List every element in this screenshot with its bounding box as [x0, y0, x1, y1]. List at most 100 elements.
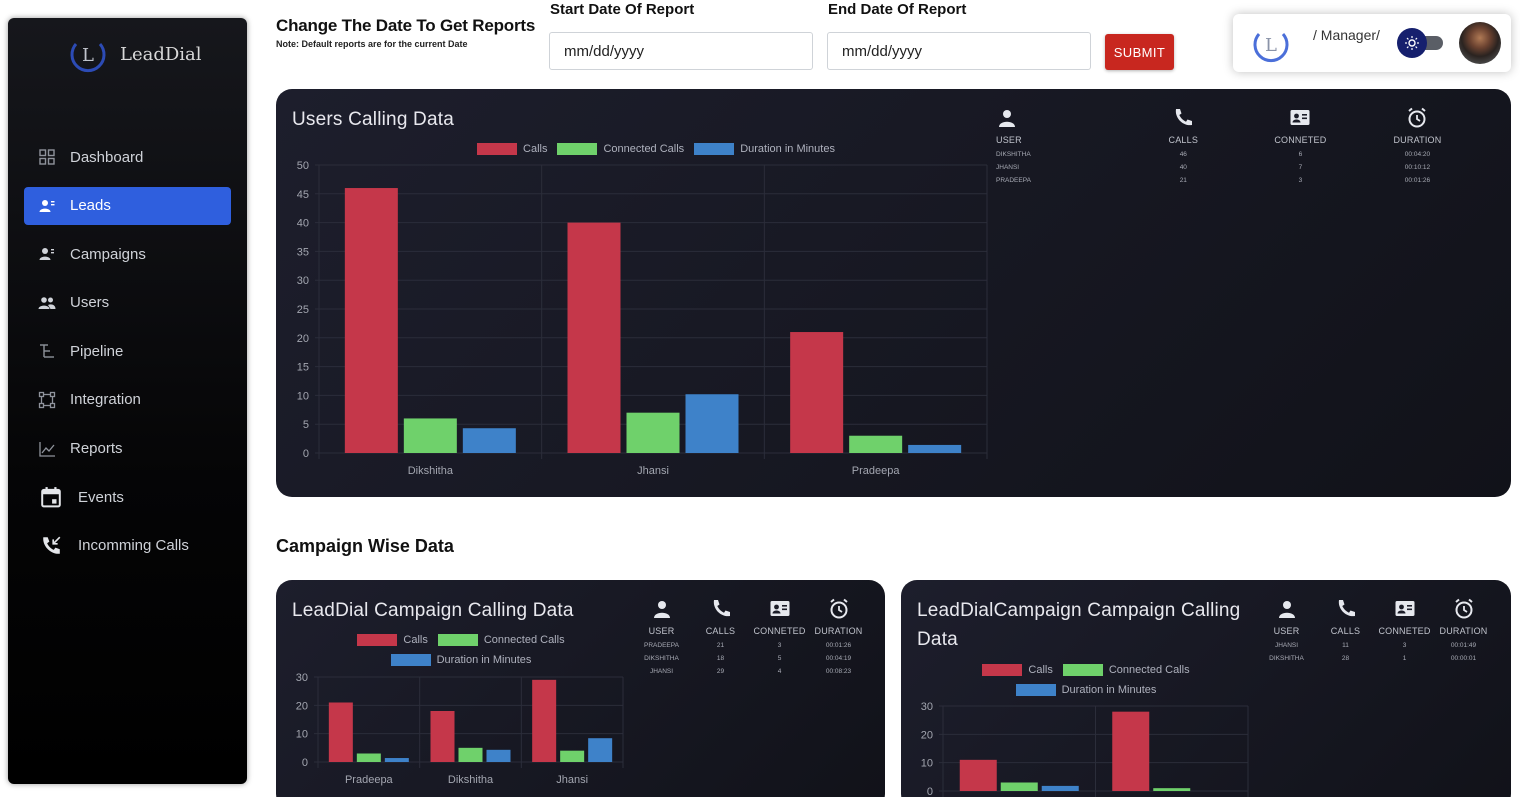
submit-button[interactable]: SUBMIT: [1105, 34, 1174, 70]
legend-item[interactable]: Calls: [982, 664, 1053, 676]
stats-cell-duration: 00:08:23: [825, 668, 852, 675]
legend-label: Connected Calls: [1108, 664, 1190, 676]
legend-item[interactable]: Connected Calls: [1062, 664, 1190, 676]
start-date-input[interactable]: [549, 32, 813, 70]
user-icon: [999, 110, 1015, 127]
legend-label: Duration in Minutes: [436, 654, 532, 666]
users-chart-legend: Calls Connected Calls Duration in Minutes: [426, 143, 886, 163]
bar-calls[interactable]: [567, 222, 621, 453]
bar-calls[interactable]: [959, 759, 997, 791]
bar-duration-in-minutes[interactable]: [486, 749, 511, 762]
sidebar: L LeadDial Dashboard Leads Campaigns Users P…: [8, 18, 247, 784]
y-tick-label: 5: [303, 419, 309, 431]
brand[interactable]: L LeadDial: [68, 34, 202, 74]
bar-calls[interactable]: [790, 332, 844, 453]
bar-connected-calls[interactable]: [1000, 782, 1038, 792]
users-calling-chart: 0 5 10 15 20 25 30 35 40 45 50 Dikshitha Jhansi Prade…: [297, 160, 988, 477]
y-tick-label: 10: [297, 390, 309, 402]
legend-item[interactable]: Connected Calls: [557, 143, 684, 155]
sidebar-item-reports[interactable]: Reports: [24, 430, 231, 468]
sidebar-item-leads[interactable]: Leads: [24, 186, 231, 225]
bar-calls[interactable]: [328, 702, 353, 763]
campaign2-card-title: LeadDialCampaign Campaign Calling Data: [917, 600, 1241, 650]
y-tick-label: 40: [297, 218, 309, 230]
stats-cell-user: JHANSI: [1274, 642, 1299, 649]
sidebar-item-campaigns[interactable]: Campaigns: [24, 235, 231, 273]
legend-item[interactable]: Connected Calls: [437, 634, 565, 646]
stats-cell-user: JHANSI: [996, 164, 1020, 171]
stats-header-connected: CONNETED: [1242, 107, 1359, 145]
y-tick-label: 45: [297, 189, 309, 201]
bar-duration-in-minutes[interactable]: [384, 758, 409, 762]
campaign1-chart: 0 10 20 30 Pradeepa Dikshitha Jhansi: [296, 672, 624, 786]
y-tick-label: 30: [296, 672, 308, 684]
campaign1-card-title: LeadDial Campaign Calling Data: [292, 600, 574, 621]
bar-connected-calls[interactable]: [560, 750, 585, 762]
sidebar-item-label: Pipeline: [70, 342, 124, 360]
legend-label: Calls: [523, 143, 548, 155]
users-calling-card: Users Calling Data Calls Connected Calls D…: [276, 89, 1511, 497]
bar-calls[interactable]: [532, 679, 557, 762]
x-tick-label: Jhansi: [637, 465, 669, 477]
legend-swatch: [1062, 664, 1103, 676]
stats-cell-connected: 3: [1402, 642, 1407, 649]
stats-cell-calls: 11: [1342, 642, 1349, 649]
sidebar-item-incomming-calls[interactable]: Incomming Calls: [24, 527, 231, 565]
stats-header-label: CALLS: [1330, 626, 1361, 636]
stats-cell-duration: 00:10:12: [1404, 164, 1431, 171]
stats-header-label: CONNETED: [1378, 626, 1431, 636]
phone-icon: [713, 600, 730, 617]
legend-swatch: [1015, 684, 1056, 696]
legend-item[interactable]: Calls: [477, 143, 547, 155]
users-card-title: Users Calling Data: [292, 109, 454, 130]
sidebar-item-pipeline[interactable]: Pipeline: [24, 332, 231, 370]
legend-swatch: [694, 143, 735, 155]
theme-toggle[interactable]: [1397, 28, 1445, 58]
bar-connected-calls[interactable]: [403, 418, 457, 453]
bar-duration-in-minutes[interactable]: [462, 428, 516, 453]
svg-text:L: L: [1265, 35, 1277, 56]
stats-cell-calls: 29: [716, 668, 725, 675]
y-tick-label: 10: [921, 758, 933, 770]
legend-item[interactable]: Calls: [357, 634, 428, 646]
bar-connected-calls[interactable]: [626, 412, 680, 453]
y-tick-label: 20: [297, 333, 309, 345]
stats-cell-user: DIKSHITHA: [996, 151, 1031, 158]
pipeline-icon: [38, 342, 56, 360]
y-tick-label: 20: [296, 700, 308, 712]
legend-swatch: [390, 654, 431, 666]
bar-duration-in-minutes[interactable]: [685, 394, 739, 453]
avatar[interactable]: [1459, 22, 1501, 64]
sidebar-item-users[interactable]: Users: [24, 284, 231, 322]
bar-calls[interactable]: [430, 711, 455, 762]
alarm-clock-icon: [1408, 107, 1427, 128]
bar-connected-calls[interactable]: [1153, 788, 1191, 791]
legend-item[interactable]: Duration in Minutes: [390, 654, 532, 666]
legend-label: Duration in Minutes: [740, 143, 835, 155]
report-date-header: Change The Date To Get Reports Note: Def…: [276, 16, 535, 49]
user-icon: [653, 601, 670, 618]
stats-header-label: CONNETED: [753, 626, 806, 636]
sidebar-item-events[interactable]: Events: [24, 478, 231, 516]
stats-header-label: USER: [1273, 626, 1300, 636]
stats-header-calls: CALLS: [691, 598, 750, 636]
bar-duration-in-minutes[interactable]: [908, 444, 962, 453]
bar-connected-calls[interactable]: [458, 747, 483, 762]
sidebar-item-integration[interactable]: Integration: [24, 381, 231, 419]
bar-connected-calls[interactable]: [849, 435, 903, 453]
legend-item[interactable]: Duration in Minutes: [694, 143, 835, 155]
bar-connected-calls[interactable]: [356, 753, 381, 763]
end-date-input[interactable]: [827, 32, 1091, 70]
bar-calls[interactable]: [344, 188, 398, 453]
stats-cell-duration: 00:01:49: [1450, 642, 1477, 649]
bar-duration-in-minutes[interactable]: [588, 738, 613, 762]
bar-calls[interactable]: [1112, 711, 1150, 791]
incoming-call-icon: [40, 535, 62, 557]
campaign2-stats-table: USER CALLS CONNETED DURATION JHANSI 11 3 00:01:…: [1257, 598, 1493, 665]
x-tick-label: Dikshitha: [408, 465, 454, 477]
bar-duration-in-minutes[interactable]: [1041, 785, 1079, 791]
sidebar-item-dashboard[interactable]: Dashboard: [24, 138, 231, 176]
leaddial-logo-icon: L: [70, 43, 106, 73]
stats-cell-duration: 00:01:26: [825, 642, 852, 649]
legend-item[interactable]: Duration in Minutes: [1015, 684, 1156, 696]
